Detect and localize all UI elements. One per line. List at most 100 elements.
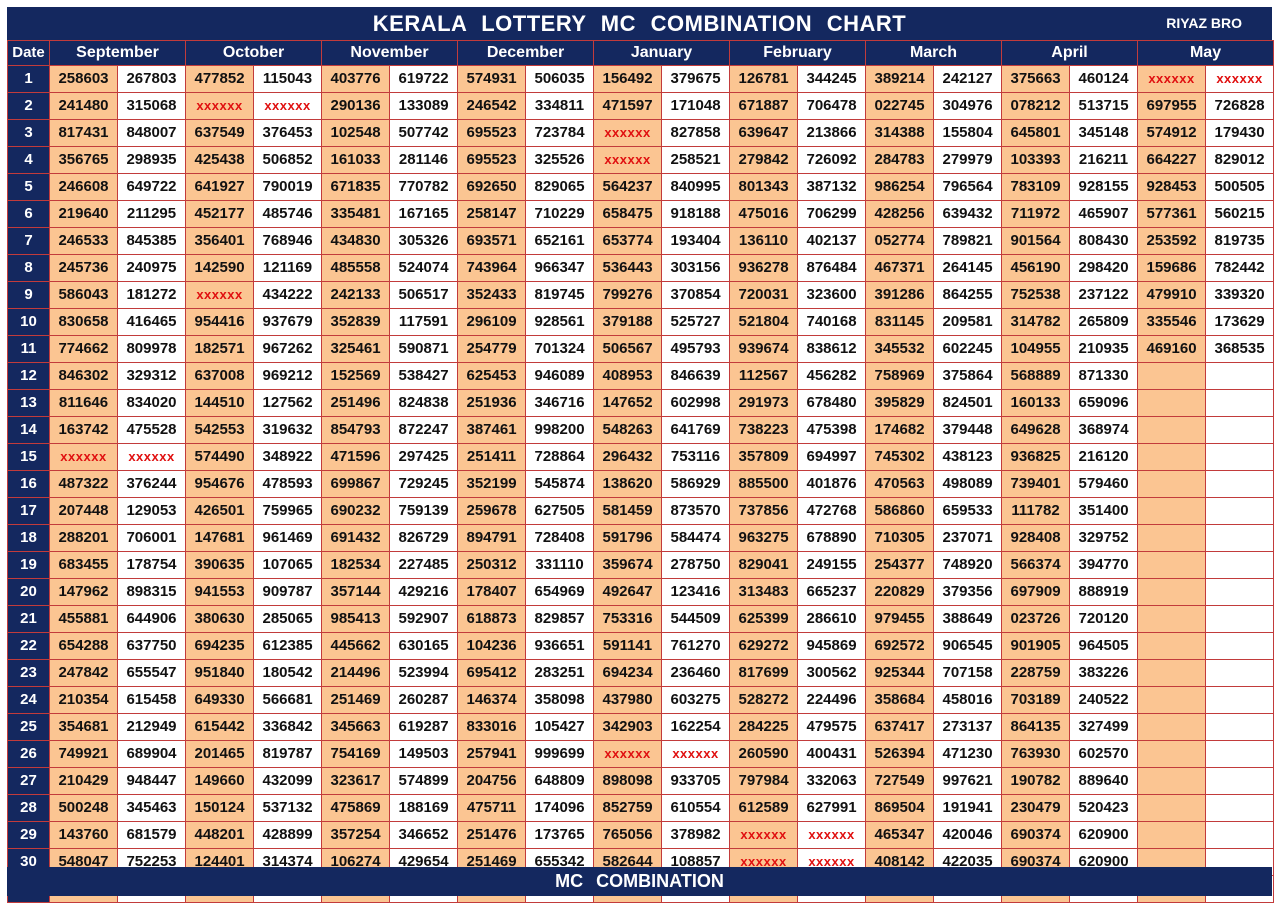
number-cell: 240522 bbox=[1069, 686, 1139, 714]
number-cell: 928453 bbox=[1137, 173, 1207, 201]
number-cell: 434222 bbox=[253, 281, 323, 309]
number-cell: 327499 bbox=[1069, 713, 1139, 741]
number-cell: 283251 bbox=[525, 659, 595, 687]
number-cell: 216120 bbox=[1069, 443, 1139, 471]
number-cell: 743964 bbox=[457, 254, 527, 282]
number-cell: 180542 bbox=[253, 659, 323, 687]
number-cell: 612385 bbox=[253, 632, 323, 660]
number-cell: 948447 bbox=[116, 767, 187, 795]
number-cell: 251496 bbox=[321, 389, 391, 417]
number-cell: 729245 bbox=[389, 470, 459, 498]
number-cell: 250312 bbox=[457, 551, 527, 579]
number-cell: 456190 bbox=[1001, 254, 1071, 282]
number-cell: 834020 bbox=[116, 389, 187, 417]
number-cell: 178754 bbox=[116, 551, 187, 579]
table-row: 9 586043 181272 xxxxxx 434222 242133 506517 352… bbox=[7, 281, 1275, 309]
month-header: November bbox=[321, 40, 459, 66]
number-cell: 706001 bbox=[116, 524, 187, 552]
number-cell bbox=[1205, 713, 1275, 741]
number-cell: 104236 bbox=[457, 632, 527, 660]
number-cell: 329752 bbox=[1069, 524, 1139, 552]
number-cell: 188169 bbox=[389, 794, 459, 822]
number-cell bbox=[1137, 470, 1207, 498]
date-cell: 21 bbox=[7, 605, 50, 633]
number-cell: 303156 bbox=[661, 254, 731, 282]
number-cell: 612589 bbox=[729, 794, 799, 822]
page-title: KERALA LOTTERY MC COMBINATION CHART bbox=[372, 11, 907, 36]
number-cell: 346716 bbox=[525, 389, 595, 417]
number-cell: 211295 bbox=[116, 200, 187, 228]
date-cell: 1 bbox=[7, 65, 50, 93]
number-cell: 147681 bbox=[185, 524, 255, 552]
number-cell: 179430 bbox=[1205, 119, 1275, 147]
number-cell: 586043 bbox=[49, 281, 118, 309]
number-cell: 296432 bbox=[593, 443, 663, 471]
month-header: May bbox=[1137, 40, 1275, 66]
number-cell: 273137 bbox=[933, 713, 1003, 741]
number-cell: 542553 bbox=[185, 416, 255, 444]
number-cell bbox=[1137, 416, 1207, 444]
number-cell: 216211 bbox=[1069, 146, 1139, 174]
number-cell bbox=[1205, 389, 1275, 417]
footer-label: MC COMBINATION bbox=[7, 867, 1272, 896]
number-cell: 754169 bbox=[321, 740, 391, 768]
number-cell: 281146 bbox=[389, 146, 459, 174]
date-cell: 4 bbox=[7, 146, 50, 174]
number-cell: 846302 bbox=[49, 362, 118, 390]
number-cell: 840995 bbox=[661, 173, 731, 201]
number-cell: 103393 bbox=[1001, 146, 1071, 174]
number-cell: 655547 bbox=[116, 659, 187, 687]
number-cell: 799276 bbox=[593, 281, 663, 309]
number-cell: 985413 bbox=[321, 605, 391, 633]
number-cell: 619722 bbox=[389, 65, 459, 93]
number-cell: 460124 bbox=[1069, 65, 1139, 93]
number-cell: 758969 bbox=[865, 362, 935, 390]
number-cell: 637008 bbox=[185, 362, 255, 390]
date-cell: 11 bbox=[7, 335, 50, 363]
number-cell: 298420 bbox=[1069, 254, 1139, 282]
date-cell: 18 bbox=[7, 524, 50, 552]
table-row: 17 207448 129053 426501 759965 690232 759139 25… bbox=[7, 497, 1275, 525]
number-cell: 358684 bbox=[865, 686, 935, 714]
table-row: 13 811646 834020 144510 127562 251496 824838 25… bbox=[7, 389, 1275, 417]
number-cell: 467371 bbox=[865, 254, 935, 282]
number-cell bbox=[1205, 740, 1275, 768]
number-cell: 560215 bbox=[1205, 200, 1275, 228]
number-cell: 864135 bbox=[1001, 713, 1071, 741]
number-cell: 378982 bbox=[661, 821, 731, 849]
month-header: October bbox=[185, 40, 323, 66]
number-cell: 568889 bbox=[1001, 362, 1071, 390]
number-cell: 161033 bbox=[321, 146, 391, 174]
number-cell: 961469 bbox=[253, 524, 323, 552]
number-cell: 998200 bbox=[525, 416, 595, 444]
number-cell: 678480 bbox=[797, 389, 867, 417]
table-row: 1 258603 267803 477852 115043 403776 619722 574… bbox=[7, 65, 1275, 93]
number-cell: 300562 bbox=[797, 659, 867, 687]
number-cell: 765056 bbox=[593, 821, 663, 849]
number-cell: 864255 bbox=[933, 281, 1003, 309]
number-cell: 999699 bbox=[525, 740, 595, 768]
month-header: January bbox=[593, 40, 731, 66]
number-cell: 520423 bbox=[1069, 794, 1139, 822]
number-cell: 671835 bbox=[321, 173, 391, 201]
number-cell: 314782 bbox=[1001, 308, 1071, 336]
number-cell: 313483 bbox=[729, 578, 799, 606]
number-cell: xxxxxx bbox=[593, 740, 663, 768]
number-cell: 279842 bbox=[729, 146, 799, 174]
number-cell: 619287 bbox=[389, 713, 459, 741]
number-cell: 376244 bbox=[116, 470, 187, 498]
header-row: Date September October November December… bbox=[7, 40, 1275, 66]
number-cell: 471230 bbox=[933, 740, 1003, 768]
number-cell: 437980 bbox=[593, 686, 663, 714]
number-cell: 683455 bbox=[49, 551, 118, 579]
number-cell: 173629 bbox=[1205, 308, 1275, 336]
number-cell: 181272 bbox=[116, 281, 187, 309]
number-cell: 278750 bbox=[661, 551, 731, 579]
number-cell: 986254 bbox=[865, 173, 935, 201]
number-cell: 939674 bbox=[729, 335, 799, 363]
number-cell bbox=[1205, 578, 1275, 606]
number-cell bbox=[1137, 362, 1207, 390]
number-cell: 351400 bbox=[1069, 497, 1139, 525]
number-cell: 323600 bbox=[797, 281, 867, 309]
number-cell bbox=[1205, 524, 1275, 552]
